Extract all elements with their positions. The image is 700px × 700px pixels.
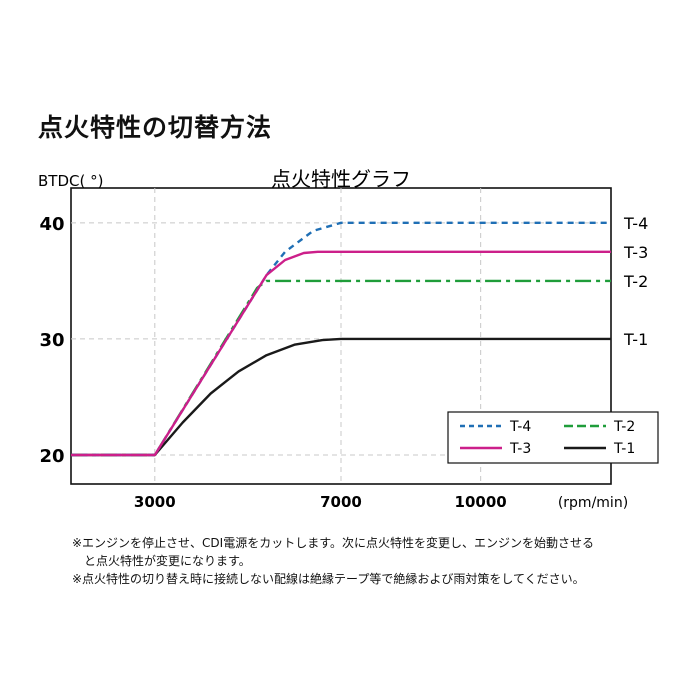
note-line-2: と点火特性が変更になります。	[84, 554, 251, 568]
series-end-label-t-3: T-3	[623, 243, 648, 262]
series-line-t-2	[71, 279, 611, 457]
y-tick-labels: 20 30 40	[39, 214, 64, 467]
series-end-label-t-2: T-2	[623, 272, 648, 291]
legend-label-t-2: T-2	[613, 419, 635, 435]
series-end-label-t-4: T-4	[623, 214, 648, 233]
y-tick-label: 20	[39, 446, 64, 467]
legend: T-4 T-2 T-3 T-1	[447, 411, 659, 464]
series-end-labels: T-4 T-3 T-2 T-1	[623, 214, 648, 349]
series-lines	[71, 221, 611, 457]
x-axis-label: (rpm/min)	[558, 495, 628, 511]
y-axis-label: BTDC( °)	[38, 172, 103, 190]
notes: ※エンジンを停止させ、CDI電源をカットします。次に点火特性を変更し、エンジンを…	[72, 534, 594, 588]
x-tick-label: 7000	[320, 493, 362, 511]
chart-title: 点火特性グラフ	[271, 167, 411, 191]
series-line-t-4	[71, 221, 611, 457]
legend-box	[447, 411, 659, 464]
y-tick-label: 40	[39, 214, 64, 235]
page-heading: 点火特性の切替方法	[38, 113, 273, 142]
series-line-t-1	[71, 337, 611, 457]
x-tick-label: 3000	[134, 493, 176, 511]
x-tick-labels: 3000 7000 10000	[134, 493, 507, 511]
note-line-3: ※点火特性の切り替え時に接続しない配線は絶縁テープ等で絶縁および雨対策をしてくだ…	[72, 572, 585, 586]
note-line-1: ※エンジンを停止させ、CDI電源をカットします。次に点火特性を変更し、エンジンを…	[72, 536, 595, 550]
ignition-chart: 20 30 40 3000 7000 10000 T-4 T-3 T-2 T-1 BTDC( …	[38, 167, 659, 511]
legend-label-t-4: T-4	[509, 419, 531, 435]
series-end-label-t-1: T-1	[623, 330, 648, 349]
x-tick-label: 10000	[455, 493, 507, 511]
legend-label-t-1: T-1	[613, 441, 635, 457]
series-line-t-3	[71, 250, 611, 457]
y-tick-label: 30	[39, 330, 64, 351]
legend-label-t-3: T-3	[509, 441, 531, 457]
